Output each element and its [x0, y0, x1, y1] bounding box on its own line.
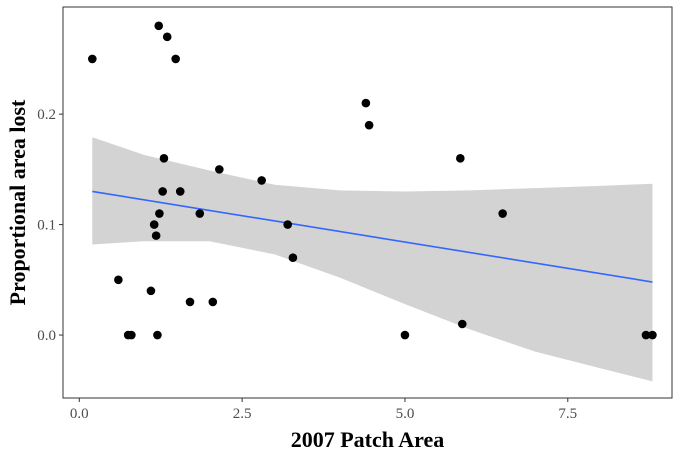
confidence-band — [92, 137, 653, 382]
data-point — [175, 187, 185, 196]
data-point — [288, 253, 298, 263]
confidence-band-layer — [92, 137, 653, 382]
data-point — [151, 231, 161, 240]
data-point — [364, 120, 374, 130]
data-point — [185, 297, 195, 307]
points-layer — [88, 21, 657, 340]
x-tick-label: 0.0 — [70, 406, 89, 422]
x-tick-label: 7.5 — [558, 406, 577, 422]
data-point — [215, 165, 224, 174]
data-point — [88, 54, 97, 64]
data-point — [146, 286, 156, 296]
panel-border — [62, 6, 673, 399]
data-point — [648, 330, 657, 340]
trend-line — [92, 190, 653, 283]
data-point — [114, 275, 123, 285]
data-point — [153, 330, 162, 340]
y-axis-title: Proportional area lost — [5, 99, 30, 305]
y-tick-label: 0.1 — [37, 218, 56, 234]
data-point — [149, 220, 159, 229]
data-point — [361, 98, 371, 108]
data-point — [162, 32, 172, 42]
data-point — [456, 154, 465, 163]
data-point — [498, 209, 507, 218]
data-point — [155, 209, 164, 218]
data-point — [641, 330, 651, 340]
data-point — [195, 209, 205, 218]
data-point — [400, 330, 410, 340]
data-point — [158, 187, 167, 196]
data-point — [283, 220, 293, 229]
data-point — [154, 21, 164, 31]
x-tick-label: 2.5 — [233, 406, 252, 422]
data-point — [457, 319, 467, 329]
x-tick-label: 5.0 — [396, 406, 415, 422]
data-point — [257, 176, 266, 185]
x-axis-ticks: 0.0 2.5 5.0 7.5 — [70, 398, 577, 422]
data-point — [127, 330, 136, 340]
data-point — [159, 154, 169, 163]
y-tick-label: 0.2 — [37, 107, 56, 123]
data-point — [171, 54, 180, 64]
y-tick-label: 0.0 — [37, 328, 56, 344]
trend-line-layer — [92, 190, 653, 283]
y-axis-ticks: 0.0 0.1 0.2 — [37, 107, 63, 344]
x-axis-title: 2007 Patch Area — [291, 427, 445, 452]
data-point — [208, 297, 218, 307]
